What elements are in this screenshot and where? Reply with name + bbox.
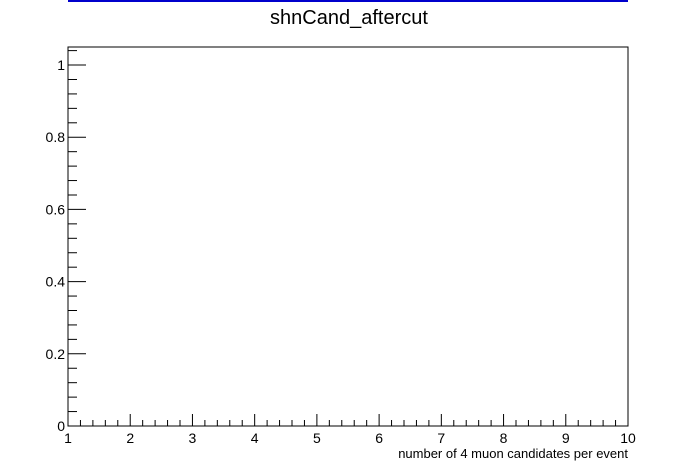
- y-tick-label: 0.8: [46, 129, 66, 145]
- y-tick-label: 0: [57, 418, 65, 434]
- x-tick-label: 9: [562, 430, 570, 446]
- y-axis: 0 0.2 0.4 0.6 0.8 1: [46, 50, 86, 434]
- plot-frame: [67, 46, 629, 427]
- x-tick-label: 5: [313, 430, 321, 446]
- x-axis-label: number of 4 muon candidates per event: [398, 446, 628, 461]
- x-axis: 1 2 3 4 5 6 7 8 9 10: [64, 414, 636, 446]
- x-tick-label: 1: [64, 430, 72, 446]
- y-tick-label: 0.4: [46, 274, 66, 290]
- x-tick-label: 2: [126, 430, 134, 446]
- x-tick-label: 4: [251, 430, 259, 446]
- x-tick-label: 10: [620, 430, 636, 446]
- y-tick-label: 1: [57, 57, 65, 73]
- x-tick-label: 3: [189, 430, 197, 446]
- y-tick-label: 0.6: [46, 201, 66, 217]
- x-tick-label: 6: [375, 430, 383, 446]
- x-tick-label: 8: [500, 430, 508, 446]
- y-tick-label: 0.2: [46, 346, 66, 362]
- chart-title: shnCand_aftercut: [270, 7, 428, 29]
- x-tick-label: 7: [437, 430, 445, 446]
